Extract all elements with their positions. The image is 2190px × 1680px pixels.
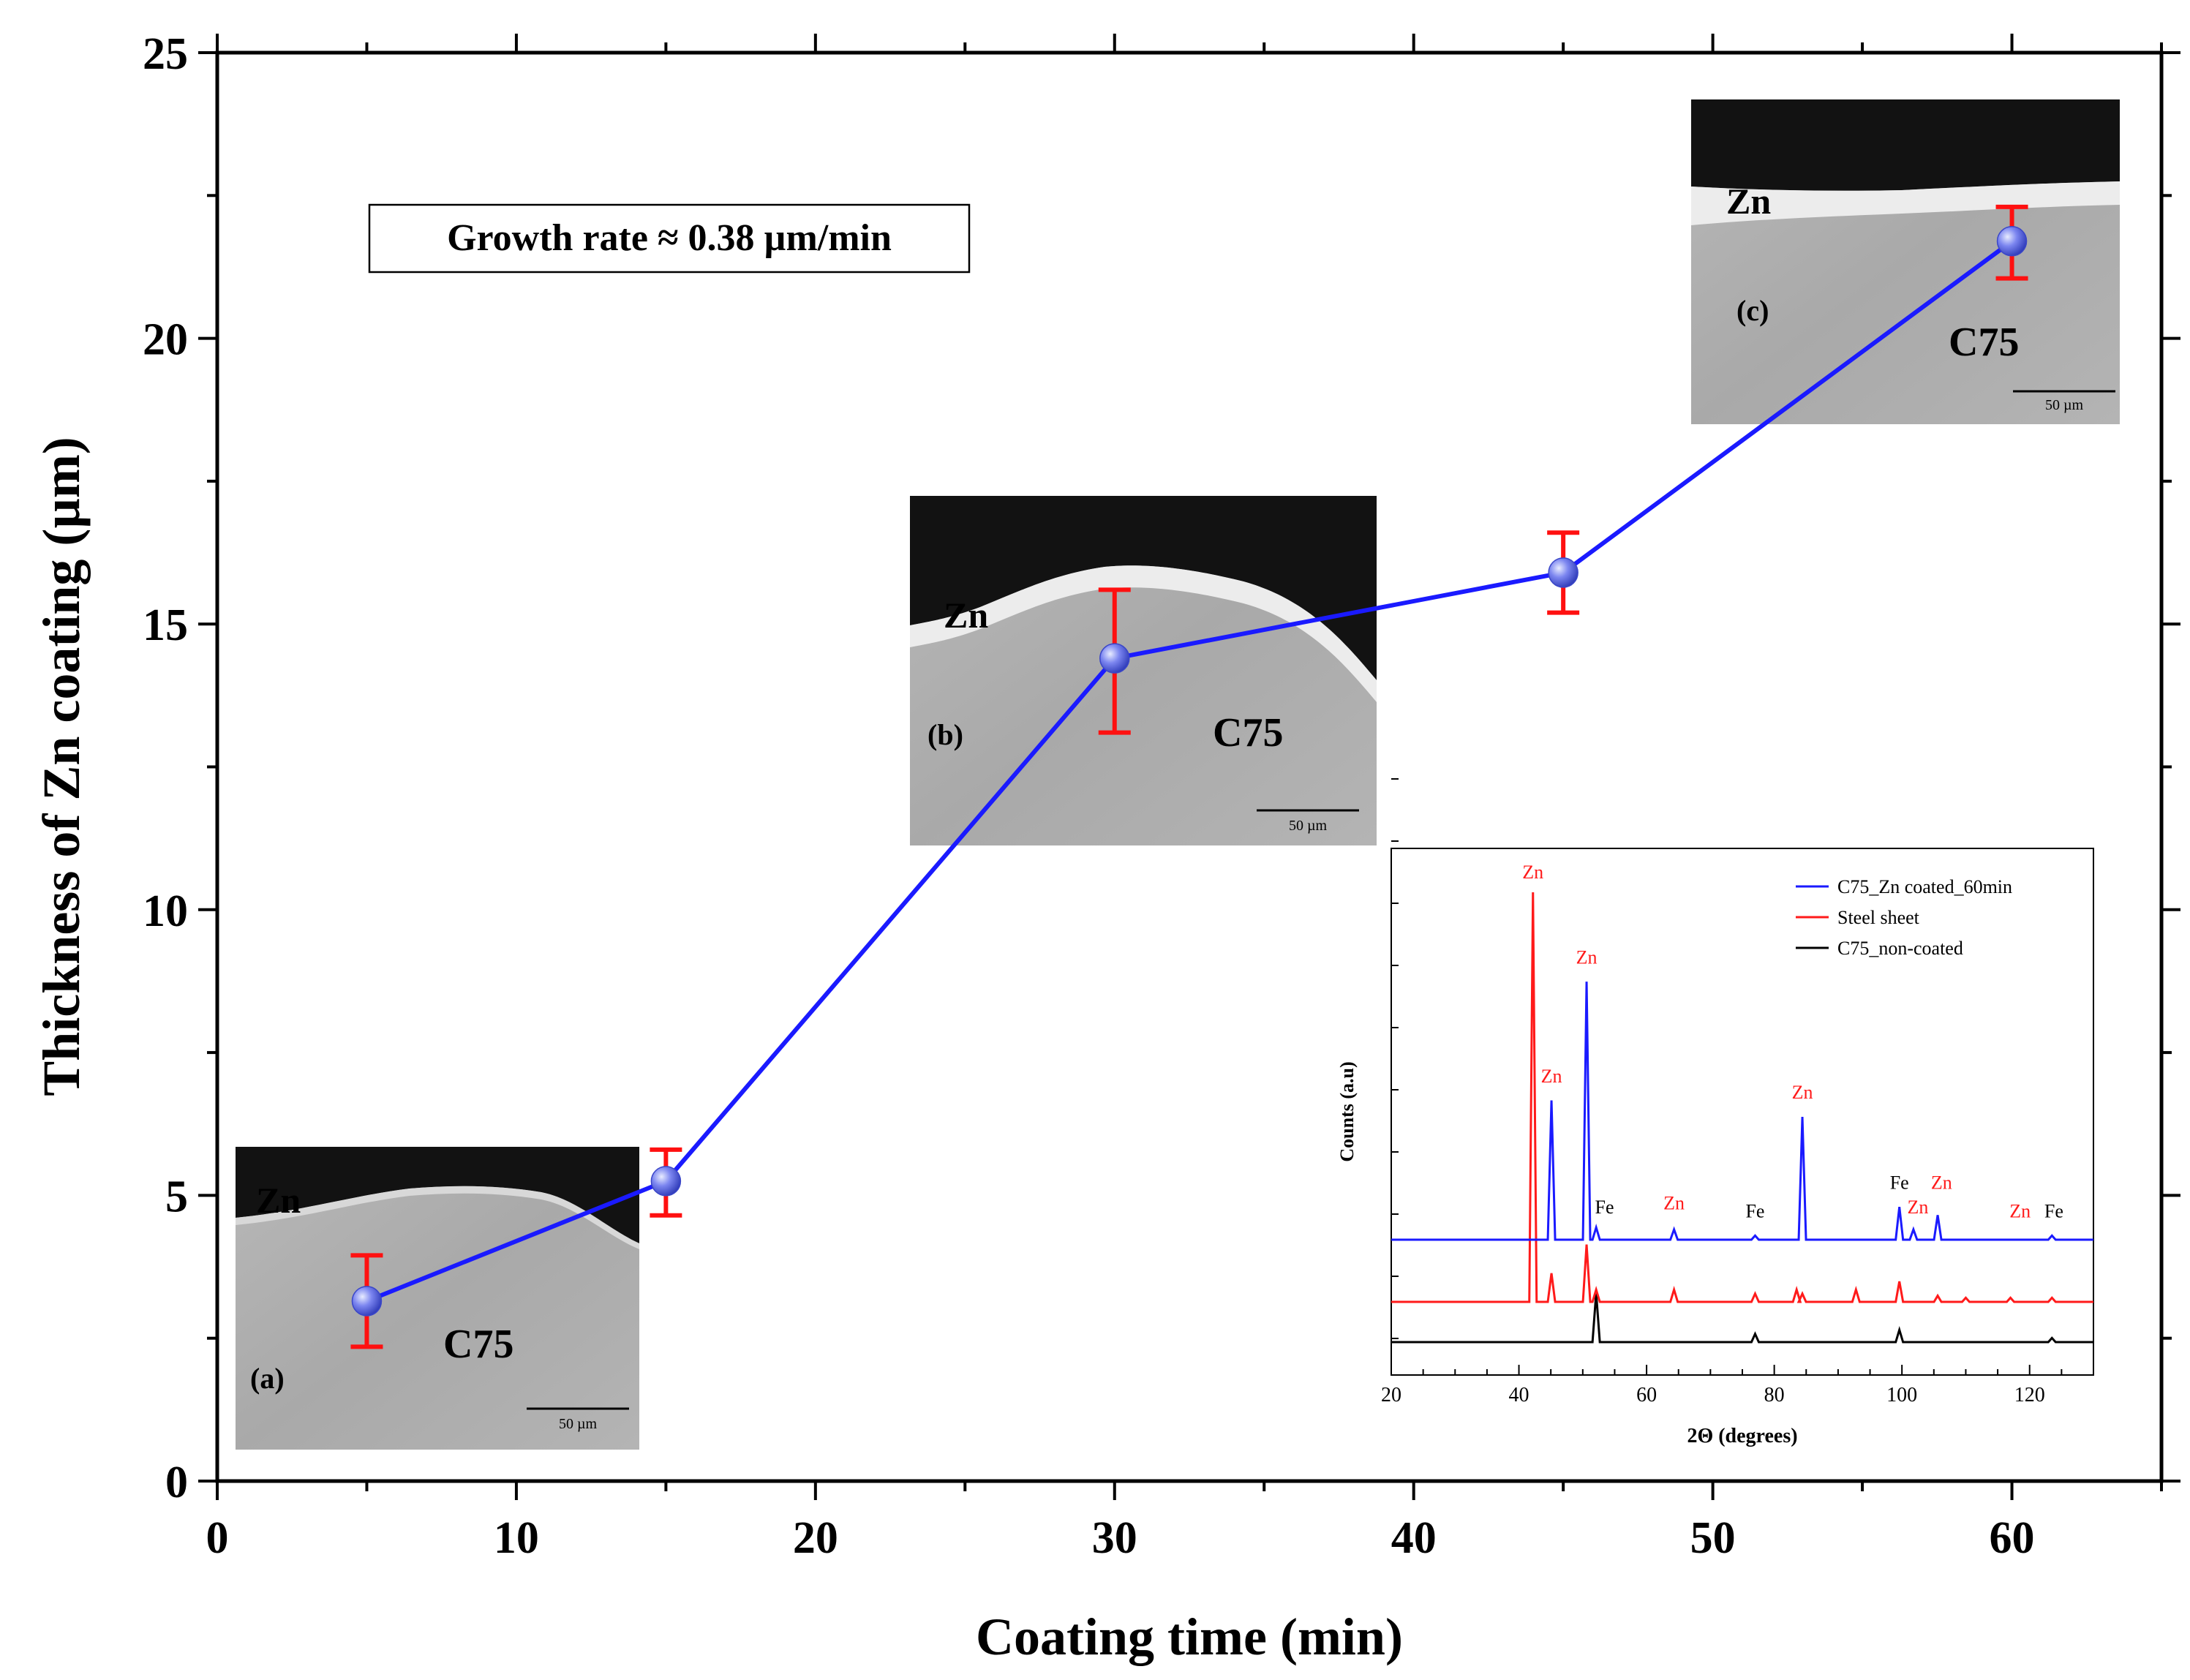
inset-peak-label: Fe	[1890, 1172, 1909, 1193]
y-tick-label: 25	[143, 29, 188, 79]
inset-legend: C75_Zn coated_60min Steel sheet C75_non-co…	[1792, 867, 2085, 962]
inset-peak-label: Fe	[2044, 1201, 2063, 1222]
inset-x-tick-label: 100	[1886, 1384, 1917, 1406]
inset-trace-c75-zn-coated	[1391, 982, 2093, 1241]
inset-x-tick-label: 40	[1509, 1384, 1529, 1406]
micrograph-a: Zn (a) C75 50 µm	[236, 1147, 639, 1450]
micrograph-b-label: (b)	[927, 718, 963, 751]
inset-legend-label: C75_Zn coated_60min	[1837, 876, 2012, 897]
data-point	[1548, 557, 1578, 588]
micrograph-c-scale-label: 50 µm	[2045, 397, 2084, 413]
x-tick-label: 10	[494, 1513, 539, 1563]
inset-legend-label: Steel sheet	[1837, 907, 1920, 928]
inset-peak-label: Zn	[1792, 1082, 1813, 1103]
inset-traces	[1391, 892, 2093, 1344]
y-tick-label: 5	[165, 1172, 188, 1221]
y-tick-label: 10	[143, 886, 188, 936]
inset-axes-ticks: 20 40 60 80 100 120	[1381, 778, 2094, 1406]
inset-trace-c75-non-coated	[1391, 1292, 2093, 1344]
inset-peak-label: Zn	[1931, 1172, 1952, 1193]
inset-peak-label: Zn	[1908, 1197, 1929, 1218]
x-axis-label: Coating time (min)	[976, 1608, 1403, 1666]
x-tick-label: 30	[1092, 1513, 1137, 1563]
micrograph-b: Zn (b) C75 50 µm	[910, 496, 1377, 845]
micrograph-c-coating-label: Zn	[1726, 181, 1771, 222]
inset-peak-label: Fe	[1745, 1201, 1764, 1222]
micrograph-c-substrate-label: C75	[1949, 320, 2019, 365]
data-point	[1996, 226, 2028, 257]
data-point	[1099, 643, 1130, 674]
main-series	[350, 204, 2028, 1349]
inset-x-tick-label: 120	[2014, 1384, 2045, 1406]
micrograph-a-coating-label: Zn	[256, 1180, 301, 1221]
data-point	[650, 1166, 682, 1197]
x-tick-label: 50	[1690, 1513, 1736, 1563]
micrograph-a-label: (a)	[250, 1362, 285, 1395]
x-tick-label: 20	[793, 1513, 838, 1563]
data-point	[351, 1286, 383, 1316]
inset-legend-label: C75_non-coated	[1837, 938, 1963, 959]
micrograph-c: Zn (c) C75 50 µm	[1691, 99, 2120, 424]
inset-peak-label: Zn	[1576, 946, 1598, 968]
x-tick-label: 40	[1391, 1513, 1437, 1563]
inset-trace-steel-sheet	[1391, 892, 2093, 1303]
y-tick-label: 15	[143, 600, 188, 650]
annotation-box	[368, 203, 971, 274]
y-axis-label: Thickness of Zn coating (µm)	[32, 437, 91, 1096]
y-tick-label: 20	[143, 315, 188, 365]
growth-rate-annotation: Growth rate ≈ 0.38 µm/min	[368, 203, 971, 274]
micrograph-b-scale-label: 50 µm	[1289, 818, 1328, 834]
micrograph-b-substrate-label: C75	[1213, 710, 1283, 756]
main-axes-ticks: 0 10 20 30 40 50 60 0 5 10 15 20 25	[143, 29, 2180, 1563]
inset-x-tick-label: 60	[1636, 1384, 1657, 1406]
x-tick-label: 60	[1990, 1513, 2035, 1563]
micrograph-a-scale-label: 50 µm	[559, 1416, 598, 1432]
inset-x-tick-label: 80	[1764, 1384, 1785, 1406]
micrograph-a-substrate-label: C75	[443, 1322, 513, 1367]
x-tick-label: 0	[206, 1513, 229, 1563]
inset-peak-label: Fe	[1595, 1197, 1614, 1218]
inset-peak-label: Zn	[1541, 1066, 1562, 1087]
micrograph-c-label: (c)	[1736, 294, 1769, 327]
y-tick-label: 0	[165, 1458, 188, 1507]
inset-peak-label: Zn	[1522, 862, 1543, 883]
inset-legend-box	[1792, 867, 2085, 962]
inset-x-axis-label: 2Θ (degrees)	[1687, 1425, 1797, 1447]
inset-peak-label: Zn	[2009, 1201, 2031, 1222]
inset-y-axis-label: Counts (a.u)	[1336, 1061, 1358, 1161]
micrograph-b-coating-label: Zn	[944, 595, 988, 636]
inset-peak-label: Zn	[1663, 1192, 1685, 1213]
inset-x-tick-label: 20	[1381, 1384, 1401, 1406]
annotation-text: Growth rate ≈ 0.38 µm/min	[447, 217, 892, 259]
